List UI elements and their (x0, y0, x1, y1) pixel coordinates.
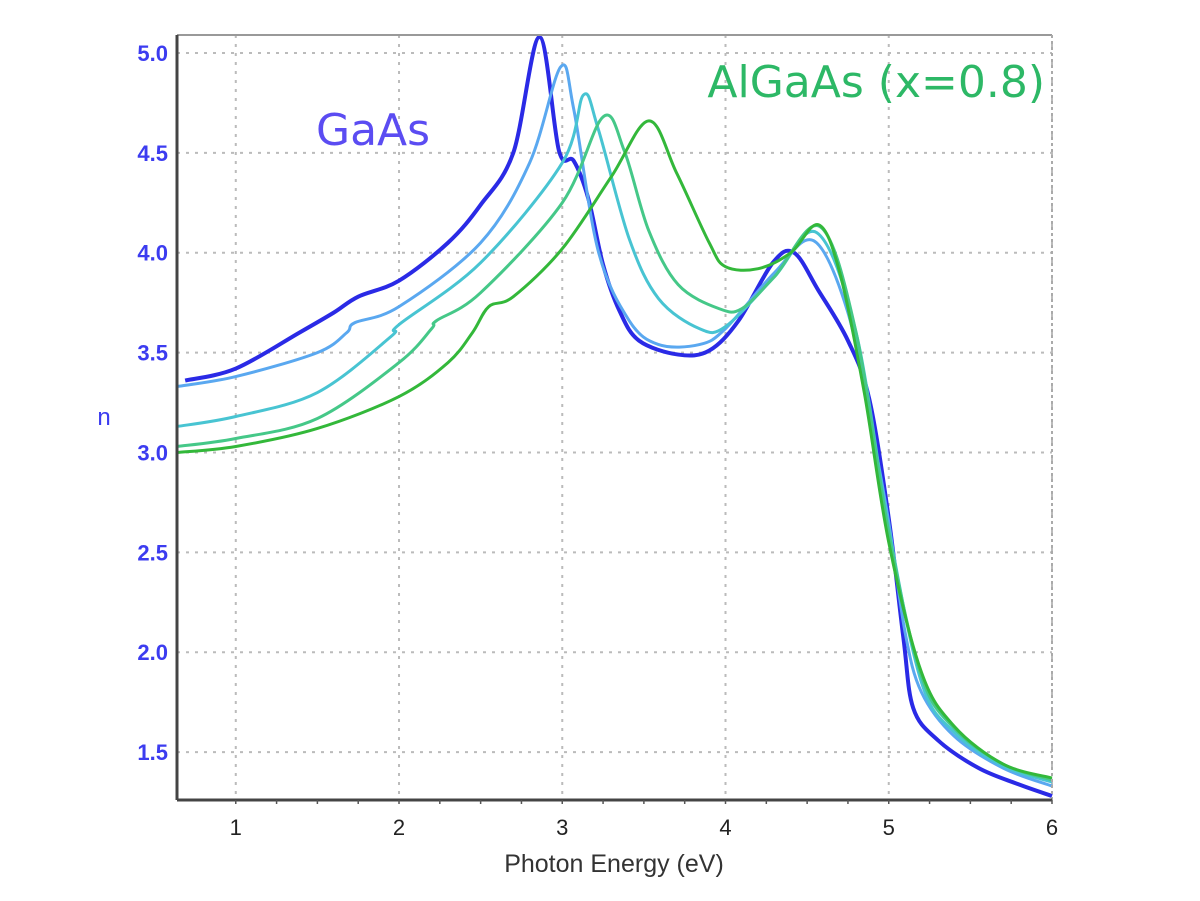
y-tick-label: 1.5 (137, 740, 168, 765)
x-tick-label: 5 (883, 815, 895, 840)
series-line-5 (176, 119, 1053, 780)
x-tick-label: 3 (556, 815, 568, 840)
grid (177, 35, 1053, 800)
y-axis-label: n (97, 404, 110, 431)
y-tick-label: 2.0 (137, 640, 168, 665)
y-tick-label: 2.5 (137, 540, 168, 565)
y-tick-label: 3.5 (137, 341, 168, 366)
series-lines (176, 34, 1053, 798)
y-tick-label: 5.0 (137, 41, 168, 66)
y-tick-label: 3.0 (137, 440, 168, 465)
tick-labels: 1 2 3 4 5 6 1.5 2.0 2.5 3.0 3.5 4.0 4.5 5.0 (137, 41, 1058, 840)
x-axis-label: Photon Energy (eV) (504, 850, 724, 878)
y-tick-label: 4.5 (137, 141, 168, 166)
x-tick-label: 2 (393, 815, 405, 840)
series-line-1 (184, 34, 1053, 798)
annotation-algaas: AlGaAs (x=0.8) (707, 57, 1045, 108)
x-tick-label: 6 (1046, 815, 1058, 840)
x-tick-label: 1 (230, 815, 242, 840)
annotation-gaas: GaAs (316, 105, 430, 156)
x-tick-label: 4 (719, 815, 731, 840)
axes (175, 34, 1053, 804)
y-tick-label: 4.0 (137, 241, 168, 266)
